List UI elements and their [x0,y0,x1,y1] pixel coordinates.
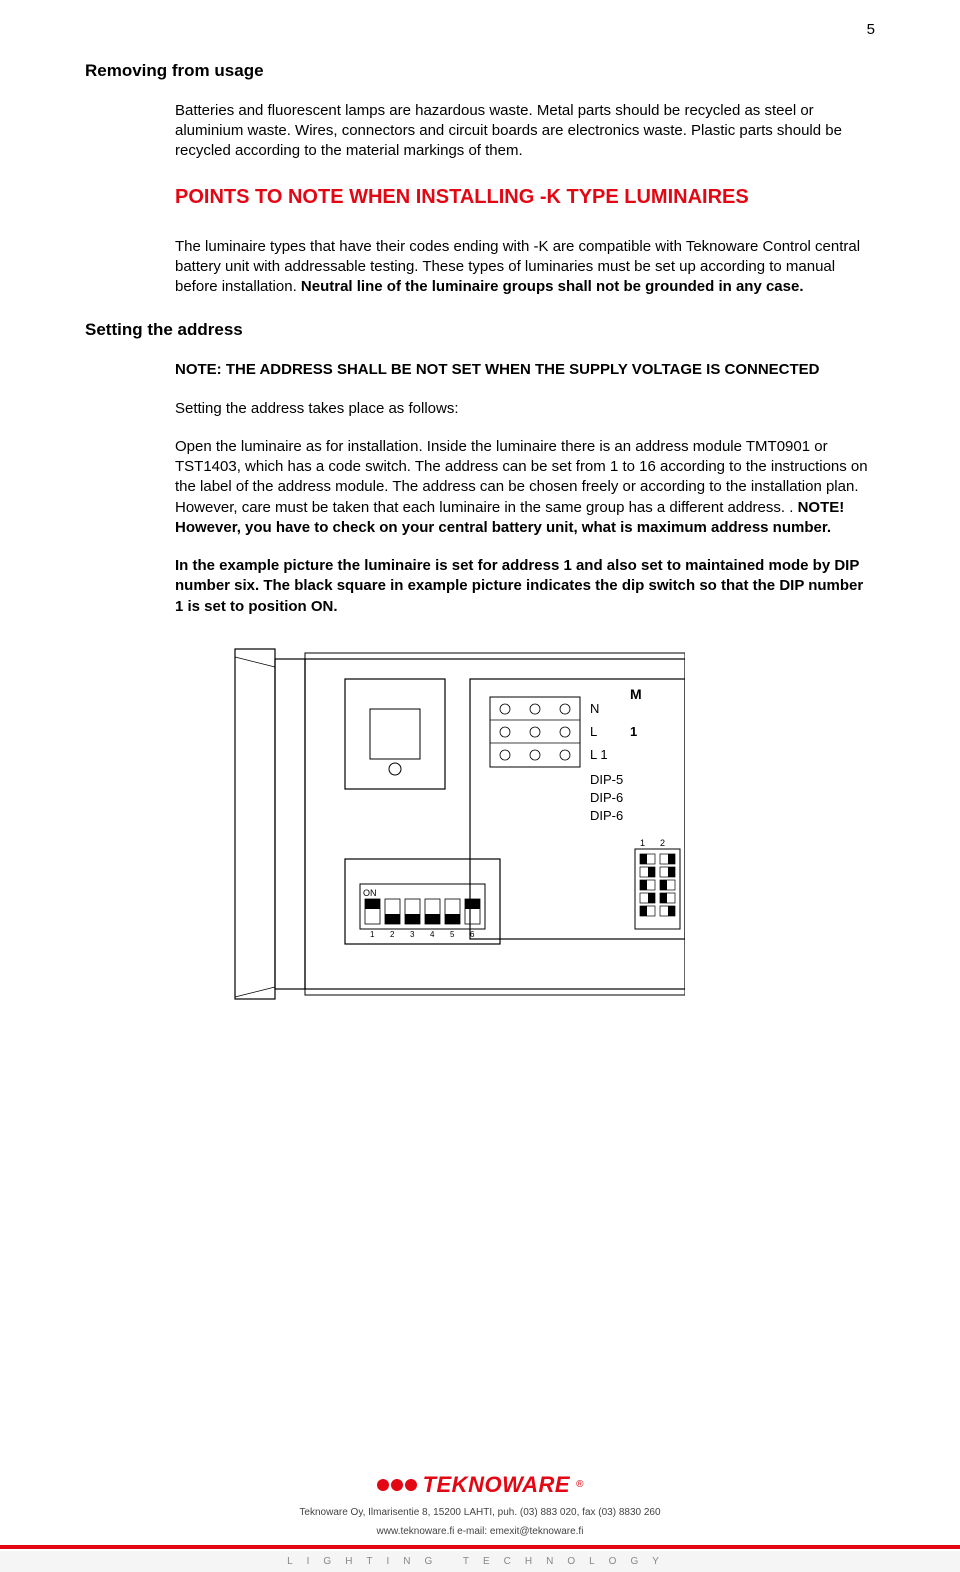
brand-name: TEKNOWARE [423,1470,571,1500]
body-removing: Batteries and fluorescent lamps are haza… [175,101,875,162]
footer-address: Teknoware Oy, Ilmarisentie 8, 15200 LAHT… [0,1506,960,1520]
sw6: 6 [470,930,475,939]
setting-open-luminaire: Open the luminaire as for installation. … [175,437,875,538]
body-ktype-intro: The luminaire types that have their code… [175,237,875,298]
footer-tagline: LIGHTING TECHNOLOGY [0,1551,960,1572]
dip6b: DIP-6 [590,808,623,823]
logo-dots-icon [377,1479,417,1491]
on-label: ON [363,888,377,898]
dip-switches [365,899,480,924]
registered-icon: ® [576,1478,583,1492]
note-voltage: NOTE: THE ADDRESS SHALL BE NOT SET WHEN … [175,360,875,380]
sw3: 3 [410,930,415,939]
example-picture-note: In the example picture the luminaire is … [175,556,875,617]
term-l: L [590,724,597,739]
rn1: 1 [640,838,645,848]
p2-text: Open the luminaire as for installation. … [175,438,868,516]
right-header-m: M [630,686,642,702]
sw2: 2 [390,930,395,939]
term-l1: L 1 [590,747,608,762]
page-footer: TEKNOWARE ® Teknoware Oy, Ilmarisentie 8… [0,1470,960,1572]
heading-points-to-note: POINTS TO NOTE WHEN INSTALLING -K TYPE L… [175,184,875,211]
luminaire-diagram: N L L 1 M 1 DIP-5 DIP-6 DIP-6 ON [215,639,875,1015]
setting-follows: Setting the address takes place as follo… [175,399,875,419]
heading-removing: Removing from usage [85,60,875,83]
sw5: 5 [450,930,455,939]
ktype-intro-bold: Neutral line of the luminaire groups sha… [301,278,804,295]
brand-logo: TEKNOWARE ® [377,1470,584,1500]
footer-bar [0,1545,960,1549]
sw4: 4 [430,930,435,939]
footer-web: www.teknoware.fi e-mail: emexit@teknowar… [0,1525,960,1539]
heading-setting-address: Setting the address [85,319,875,342]
right-label-1: 1 [630,724,637,739]
page-number: 5 [867,20,875,40]
dip5: DIP-5 [590,772,623,787]
sw1: 1 [370,930,375,939]
rn2: 2 [660,838,665,848]
dip6a: DIP-6 [590,790,623,805]
term-n: N [590,701,599,716]
